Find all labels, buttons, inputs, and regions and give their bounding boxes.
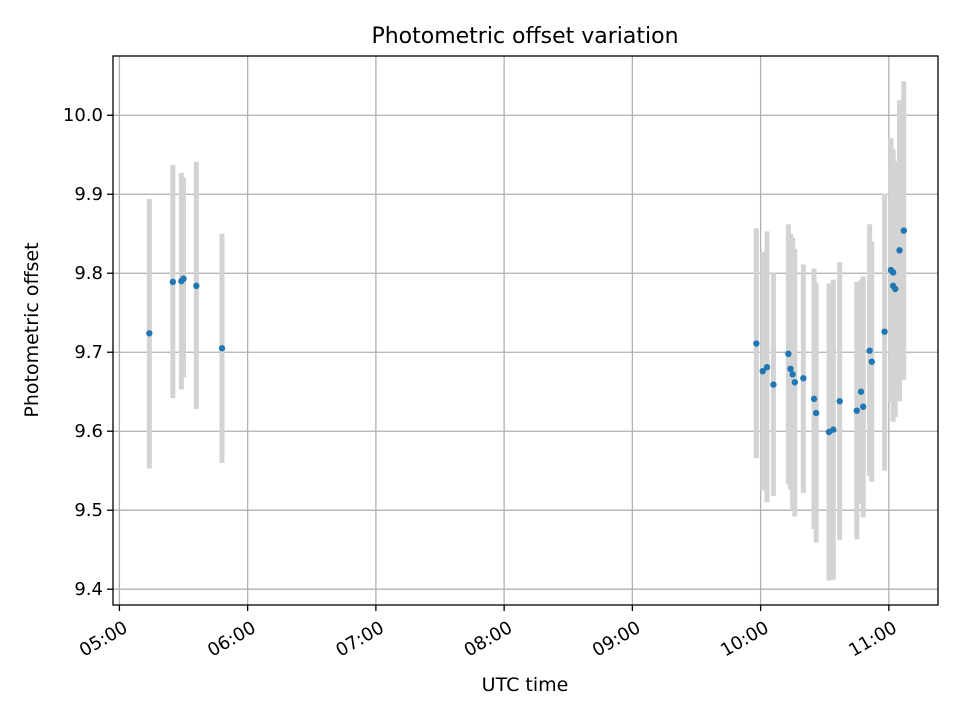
y-axis-ticks: 9.4 9.5 9.6 9.7 9.8 9.9 10.0 bbox=[63, 105, 113, 600]
y-tick-label: 9.6 bbox=[74, 421, 103, 442]
x-axis-label: UTC time bbox=[482, 674, 569, 696]
data-point bbox=[812, 409, 820, 417]
data-point bbox=[892, 285, 899, 293]
data-point bbox=[169, 278, 177, 286]
x-tick-label: 10:00 bbox=[717, 617, 772, 661]
y-tick-label: 9.9 bbox=[74, 184, 103, 205]
data-point bbox=[896, 247, 903, 254]
data-point bbox=[146, 330, 153, 337]
data-point bbox=[753, 340, 760, 347]
y-axis-label: Photometric offset bbox=[21, 242, 43, 417]
data-point bbox=[859, 403, 867, 410]
x-tick-label: 07:00 bbox=[332, 617, 387, 661]
data-point bbox=[881, 328, 888, 335]
y-tick-label: 9.5 bbox=[74, 500, 103, 521]
x-tick-label: 09:00 bbox=[589, 617, 644, 661]
data-point bbox=[791, 379, 799, 386]
data-point bbox=[763, 364, 771, 371]
data-point bbox=[759, 367, 766, 375]
data-point bbox=[785, 350, 792, 358]
y-tick-label: 9.4 bbox=[74, 579, 103, 600]
x-tick-label: 08:00 bbox=[461, 617, 516, 661]
data-point bbox=[900, 227, 908, 234]
data-point bbox=[866, 347, 873, 354]
y-tick-label: 9.7 bbox=[74, 342, 103, 363]
data-point bbox=[180, 275, 187, 282]
data-point bbox=[789, 371, 796, 378]
x-tick-label: 06:00 bbox=[204, 617, 259, 661]
data-point bbox=[800, 375, 807, 382]
data-points bbox=[146, 227, 908, 436]
x-axis-ticks: 05:00 06:00 07:00 08:00 09:00 10:00 11:00 bbox=[76, 605, 901, 661]
y-tick-label: 10.0 bbox=[63, 105, 103, 126]
x-tick-label: 11:00 bbox=[845, 617, 900, 661]
data-point bbox=[787, 365, 794, 373]
data-point bbox=[810, 395, 818, 403]
data-point bbox=[770, 381, 777, 388]
data-point bbox=[193, 282, 200, 290]
error-bars bbox=[146, 81, 907, 581]
chart-title: Photometric offset variation bbox=[371, 24, 678, 49]
data-point bbox=[857, 388, 865, 395]
data-point bbox=[868, 358, 875, 365]
x-tick-label: 05:00 bbox=[76, 617, 131, 661]
data-point bbox=[218, 345, 226, 352]
plot-area-frame bbox=[112, 55, 939, 606]
y-tick-label: 9.8 bbox=[74, 263, 103, 284]
data-point bbox=[836, 397, 843, 405]
data-point bbox=[830, 426, 837, 433]
data-point bbox=[853, 407, 860, 414]
data-point bbox=[889, 269, 897, 276]
